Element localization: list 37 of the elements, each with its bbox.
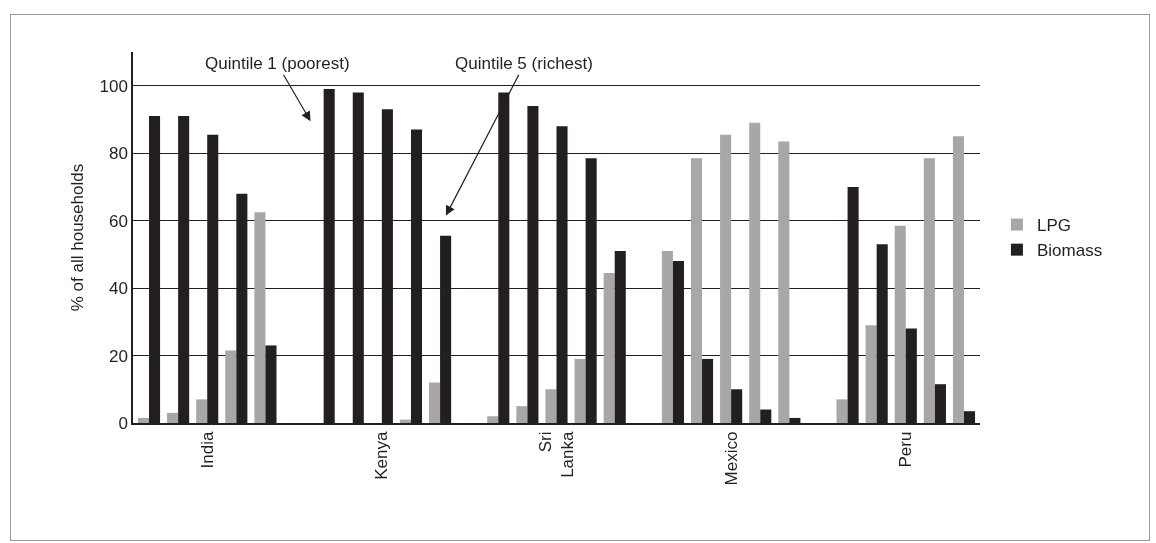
- y-tick-label: 100: [99, 76, 128, 96]
- bar: [720, 134, 732, 423]
- bar: [836, 399, 848, 423]
- bar: [661, 250, 673, 423]
- bar: [923, 158, 935, 423]
- annotation: Quintile 1 (poorest): [205, 54, 350, 73]
- bar: [894, 225, 906, 423]
- bar: [690, 158, 703, 423]
- bar: [487, 416, 499, 423]
- x-tick-label: Sri Lanka: [535, 431, 578, 478]
- x-tick-label: Mexico: [721, 431, 741, 486]
- y-tick-label: 60: [108, 211, 128, 231]
- legend-label: Biomass: [1036, 241, 1103, 261]
- bar: [429, 382, 441, 423]
- bar: [952, 136, 964, 423]
- annotation: Quintile 5 (richest): [455, 54, 593, 73]
- y-tick-label: 0: [118, 413, 128, 433]
- y-tick-label: 40: [108, 279, 128, 299]
- bar: [254, 212, 266, 423]
- y-tick-label: 80: [108, 144, 128, 164]
- bar: [865, 325, 877, 423]
- bar: [516, 406, 528, 423]
- x-tick-label: Peru: [896, 431, 916, 468]
- bar: [225, 350, 237, 423]
- bar: [574, 358, 586, 423]
- legend-label: LPG: [1036, 216, 1071, 236]
- y-tick-label: 20: [108, 346, 128, 366]
- bar: [167, 412, 179, 423]
- bar: [137, 417, 150, 423]
- bar: [749, 122, 761, 423]
- x-tick-label: India: [197, 431, 217, 469]
- bar: [603, 272, 615, 423]
- bar: [196, 399, 208, 423]
- bar: [545, 389, 557, 423]
- bar: [778, 141, 790, 423]
- x-tick-label: Kenya: [372, 431, 392, 480]
- y-axis-title: % of all households: [67, 163, 87, 312]
